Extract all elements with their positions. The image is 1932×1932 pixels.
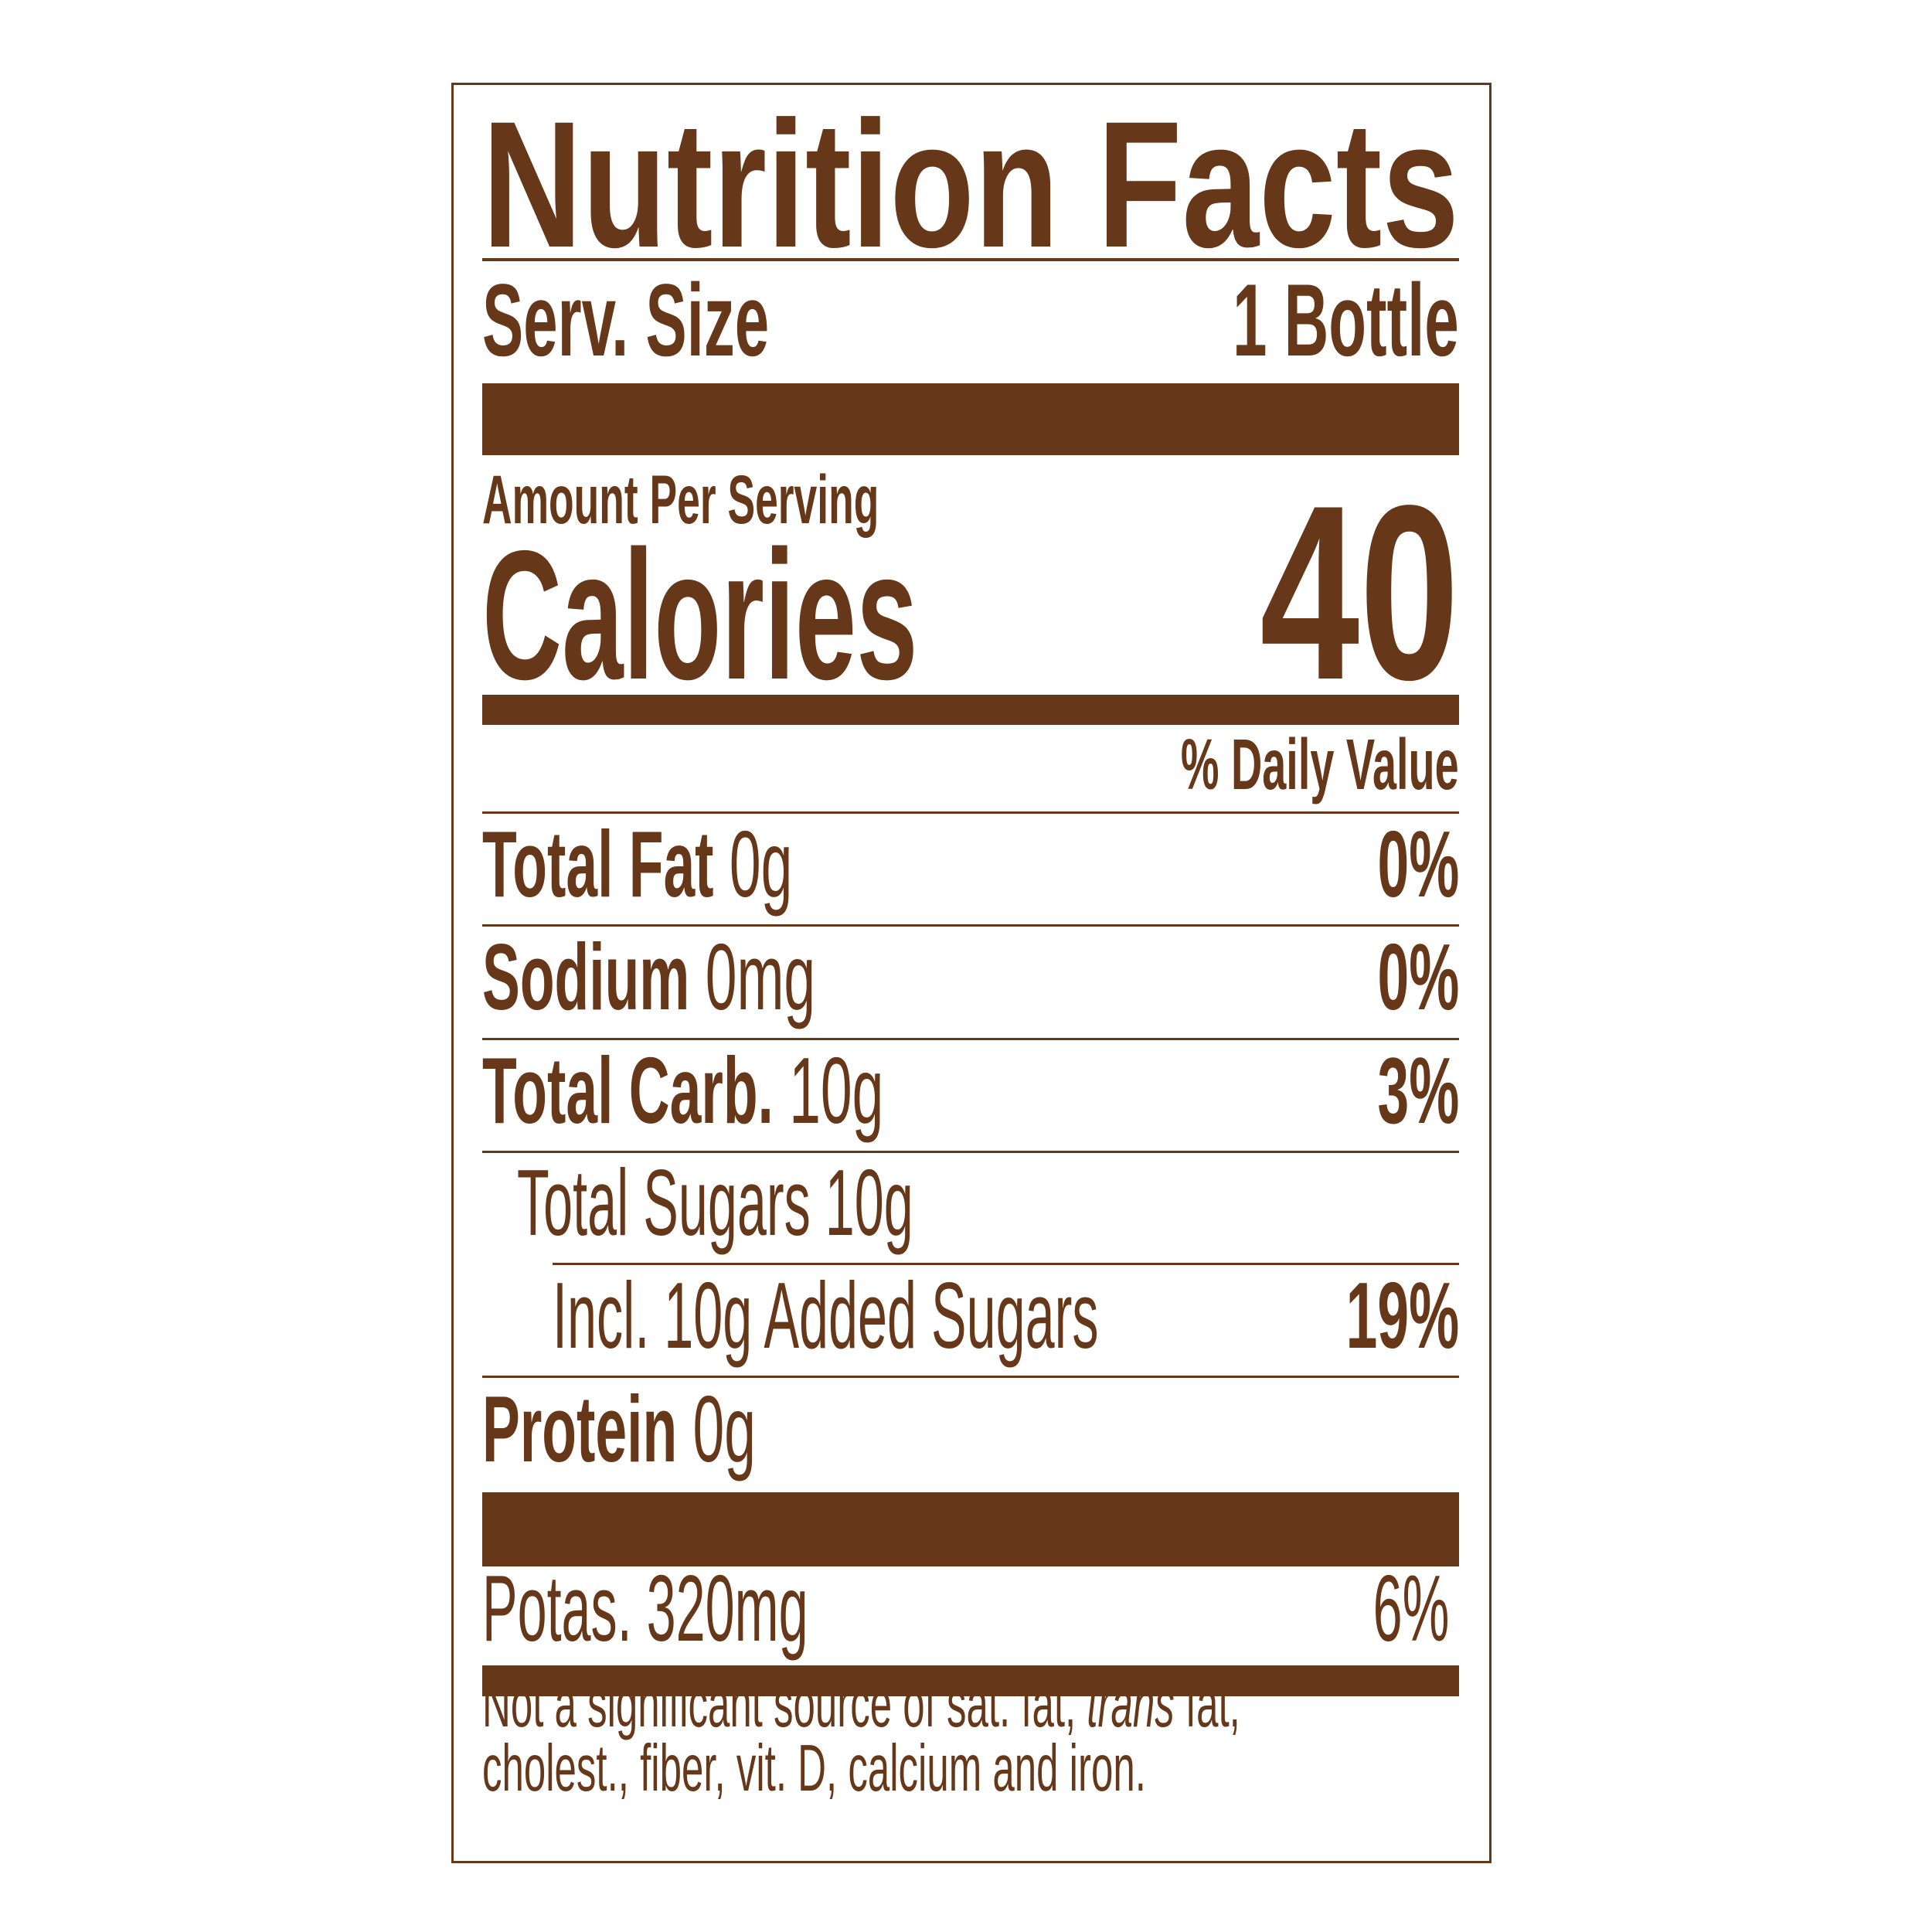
nutrient-row-total-fat: Total Fat 0g — [482, 817, 792, 911]
potassium-row: Potas. 320mg — [482, 1556, 808, 1661]
nutrient-name: Protein — [482, 1376, 678, 1481]
title: Nutrition Facts — [482, 84, 1459, 285]
thick-bar — [482, 383, 1459, 455]
nutrient-name: Total Carb. — [482, 1038, 774, 1143]
label-border — [451, 83, 1492, 1863]
nutrient-amount: 0mg — [705, 924, 816, 1029]
nutrient-dv: 0% — [1377, 811, 1459, 917]
medium-bar — [482, 695, 1459, 725]
medium-bar — [482, 1665, 1459, 1696]
potassium-dv: 6% — [1372, 1556, 1449, 1661]
calories-label: Calories — [482, 513, 918, 718]
divider — [482, 924, 1459, 927]
footnote-text: fat, — [1174, 1668, 1240, 1741]
thick-bar — [482, 1492, 1459, 1566]
footnote-text: Not a significant source of sat. fat, — [482, 1668, 1087, 1741]
nutrient-dv: 19% — [1345, 1263, 1459, 1368]
footnote-italic: trans — [1087, 1668, 1175, 1741]
nutrient-amount: 0g — [692, 1376, 756, 1481]
nutrient-amount: 10g — [789, 1038, 884, 1143]
serving-size-label: Serv. Size — [482, 264, 770, 378]
nutrient-row-protein: Protein 0g — [482, 1382, 756, 1476]
nutrient-name: Total Fat — [482, 811, 714, 917]
serving-size-value: 1 Bottle — [1233, 264, 1459, 378]
nutrient-row-sodium: Sodium 0mg — [482, 930, 815, 1024]
divider — [482, 1038, 1459, 1040]
calories-value: 40 — [1260, 454, 1459, 732]
nutrient-row-total-sugars: Total Sugars 10g — [517, 1150, 913, 1255]
nutrient-dv: 0% — [1377, 924, 1459, 1029]
daily-value-header: % Daily Value — [1181, 724, 1459, 804]
footnote-line-2: cholest., fiber, vit. D, calcium and iro… — [482, 1732, 1146, 1805]
divider — [482, 1376, 1459, 1378]
divider — [553, 1263, 1459, 1265]
nutrient-row-total-carb: Total Carb. 10g — [482, 1043, 883, 1138]
divider — [482, 258, 1459, 261]
nutrient-name: Sodium — [482, 924, 690, 1029]
footnote-line-1: Not a significant source of sat. fat, tr… — [482, 1672, 1240, 1737]
divider — [482, 1151, 1459, 1153]
nutrient-dv: 3% — [1377, 1038, 1459, 1143]
nutrient-amount: 0g — [729, 811, 793, 917]
divider — [482, 811, 1459, 814]
amount-per-serving: Amount Per Serving — [482, 461, 879, 538]
nutrient-row-added-sugars: Incl. 10g Added Sugars — [553, 1263, 1099, 1368]
